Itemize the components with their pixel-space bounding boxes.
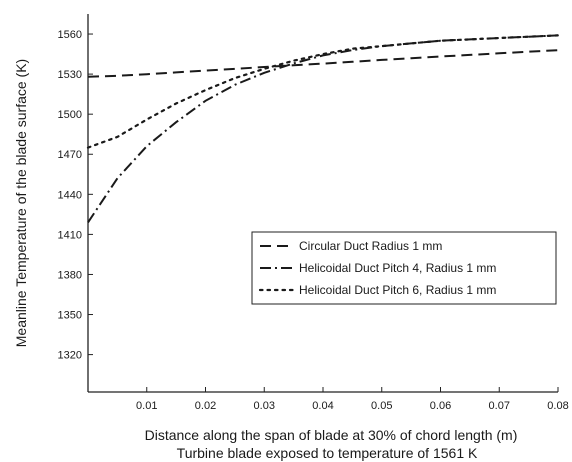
y-tick-label: 1440: [58, 189, 82, 201]
series-line-3: [86, 34, 560, 149]
y-tick-label: 1380: [58, 269, 82, 281]
y-tick-label: 1560: [58, 29, 82, 41]
x-axis-subtitle: Turbine blade exposed to temperature of …: [177, 445, 478, 461]
y-tick-label: 1410: [58, 229, 82, 241]
x-tick-label: 0.05: [371, 400, 392, 412]
x-tick-label: 0.06: [430, 400, 451, 412]
y-tick-label: 1530: [58, 69, 82, 81]
x-axis-title: Distance along the span of blade at 30% …: [145, 427, 518, 443]
x-tick-label: 0.01: [136, 400, 157, 412]
legend-box: [251, 231, 557, 305]
axes: 0.01 0.02 0.03 0.04 0.05 0.06 0.07 0.08 1320 1350…: [58, 14, 569, 412]
series-line-2: [87, 34, 559, 223]
legend-label: Helicoidal Duct Pitch 4, Radius 1 mm: [299, 261, 496, 275]
y-tick-label: 1470: [58, 149, 82, 161]
x-tick-label: 0.08: [547, 400, 568, 412]
x-tick-label: 0.04: [312, 400, 333, 412]
x-tick-label: 0.07: [489, 400, 510, 412]
y-axis-title: Meanline Temperature of the blade surfac…: [13, 59, 29, 347]
x-tick-label: 0.02: [195, 400, 216, 412]
plot-area: [88, 14, 558, 392]
plot-background: [88, 14, 558, 392]
legend-label: Helicoidal Duct Pitch 6, Radius 1 mm: [299, 283, 496, 297]
legend-label: Circular Duct Radius 1 mm: [299, 239, 442, 253]
x-tick-label: 0.03: [254, 400, 275, 412]
series-line-1: [87, 49, 559, 78]
y-tick-label: 1500: [58, 109, 82, 121]
y-tick-label: 1350: [58, 310, 82, 322]
series-layer: [86, 34, 560, 223]
legend: Circular Duct Radius 1 mm Helicoidal Duct…: [251, 231, 557, 305]
y-tick-label: 1320: [58, 350, 82, 362]
